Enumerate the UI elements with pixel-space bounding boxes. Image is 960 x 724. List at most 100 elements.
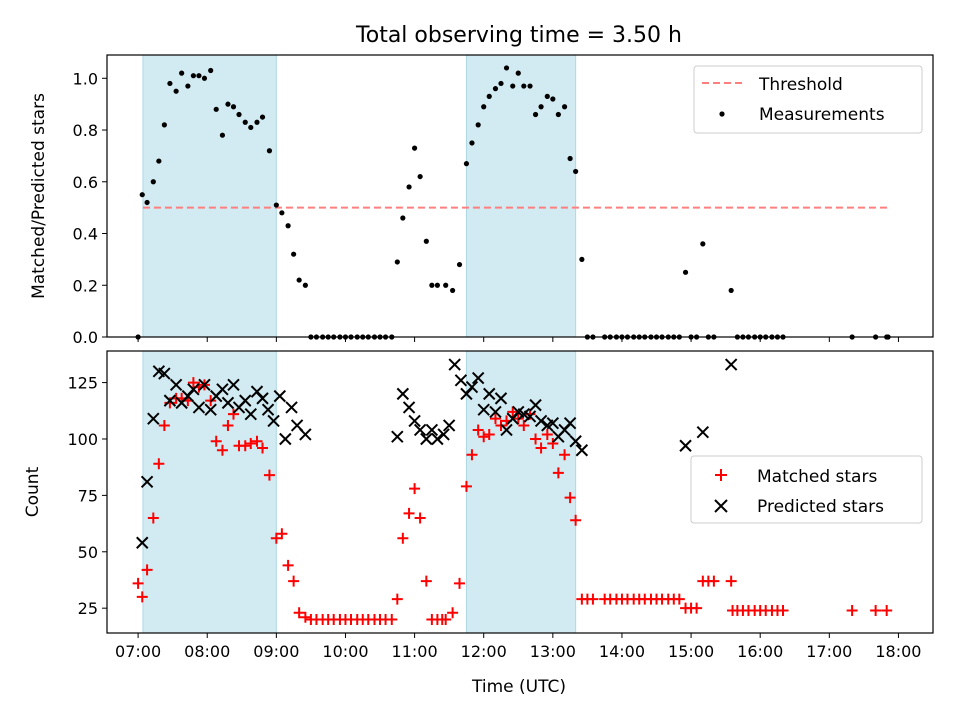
measurements-point-76: [579, 256, 585, 262]
measurements-point-20: [248, 124, 254, 131]
matched-stars-point-22: [257, 442, 269, 454]
top-y-tick-label-2: 0.4: [73, 225, 98, 244]
measurements-point-65: [515, 70, 521, 76]
matched-stars-point-26: [282, 559, 294, 571]
predicted-stars-point-22: [261, 403, 275, 416]
matched-stars-point-0: [132, 577, 144, 589]
bottom-legend: Matched stars Predicted stars: [690, 455, 923, 524]
predicted-stars-point-33: [413, 423, 427, 437]
measurements-point-24: [273, 202, 279, 208]
predicted-stars-point-5: [163, 394, 177, 407]
matched-stars-point-100: [725, 575, 737, 587]
matched-stars-point-2: [141, 564, 153, 576]
matched-stars-point-46: [397, 532, 409, 544]
measurements-point-21: [254, 119, 260, 125]
measurements-point-60: [486, 93, 492, 99]
matched-stars-point-1: [136, 591, 148, 603]
predicted-stars-point-53: [529, 398, 542, 412]
predicted-stars-point-30: [396, 387, 410, 401]
x-tick-label-1: 08:00: [184, 642, 230, 661]
matched-stars-point-47: [403, 507, 415, 519]
x-tick-label-5: 12:00: [461, 642, 507, 661]
measurements-point-10: [190, 73, 197, 79]
predicted-stars-point-26: [285, 401, 298, 414]
bottom-observing-window-1: [142, 350, 277, 634]
predicted-stars-point-0: [136, 536, 149, 549]
measurements-point-63: [503, 65, 510, 71]
matched-stars-point-62: [489, 413, 501, 425]
matched-stars-point-74: [559, 449, 571, 461]
predicted-stars-point-23: [267, 414, 280, 428]
matched-stars-point-59: [472, 424, 484, 436]
measurements-point-4: [156, 158, 162, 164]
bottom-observing-window-2: [465, 350, 577, 634]
bottom-axes-frame: [106, 350, 934, 634]
predicted-stars-point-47: [494, 392, 508, 405]
x-axis-label: Time (UTC): [471, 677, 566, 697]
matched-stars-point-28: [293, 607, 305, 619]
predicted-stars-point-18: [239, 394, 252, 407]
measurements-point-19: [242, 119, 248, 125]
measurements-point-11: [196, 73, 202, 79]
measurements-point-46: [400, 215, 406, 221]
predicted-stars-point-16: [227, 378, 240, 392]
measurements-point-50: [423, 238, 429, 244]
matched-stars-point-60: [478, 431, 490, 443]
measurements-point-61: [492, 86, 499, 92]
matched-stars-point-3: [147, 512, 159, 524]
bottom-y-tick-label-4: 125: [67, 374, 98, 393]
measurements-point-14: [213, 106, 219, 112]
top-legend-box: [693, 65, 923, 134]
predicted-stars-point-56: [546, 416, 560, 430]
matched-stars-point-44: [386, 613, 398, 625]
predicted-stars-point-42: [465, 380, 479, 394]
measurements-point-7: [173, 88, 179, 94]
legend-threshold-label: Threshold: [758, 75, 843, 95]
legend-measurements-swatch: [719, 111, 725, 117]
bottom-y-tick-label-3: 100: [67, 430, 98, 449]
predicted-stars-point-24: [273, 389, 287, 403]
measurements-point-57: [469, 140, 475, 146]
matched-stars-point-65: [507, 406, 519, 418]
predicted-stars-point-11: [198, 378, 211, 392]
top-panel: 0.0 0.2 0.4 0.6 0.8 1.0: [73, 54, 934, 347]
predicted-stars-point-37: [437, 428, 450, 441]
matched-stars-point-10: [187, 377, 199, 389]
predicted-stars-point-45: [483, 387, 496, 401]
predicted-stars-point-29: [391, 430, 404, 443]
x-tick-label-8: 15:00: [668, 642, 714, 661]
matched-stars-point-57: [460, 480, 472, 492]
matched-stars-point-48: [409, 483, 421, 495]
measurements-point-18: [236, 111, 242, 118]
matched-stars-point-75: [564, 492, 576, 504]
bottom-y-tick-label-2: 75: [78, 486, 98, 505]
measurements-point-99: [728, 287, 734, 294]
matched-stars-point-110: [777, 604, 789, 616]
predicted-stars-point-64: [724, 358, 738, 371]
predicted-stars-point-2: [147, 412, 160, 425]
x-tick-label-0: 07:00: [115, 642, 161, 661]
measurements-point-26: [285, 223, 291, 229]
matched-stars-point-17: [227, 408, 239, 420]
measurements-point-66: [521, 83, 527, 89]
predicted-stars-point-9: [187, 383, 200, 396]
measurements-point-56: [463, 161, 470, 167]
matched-stars-point-15: [216, 444, 228, 456]
measurements-point-49: [417, 173, 423, 180]
measurements-point-70: [544, 93, 550, 99]
measurements-point-6: [167, 80, 173, 87]
measurements-point-54: [450, 287, 456, 294]
x-tick-label-10: 17:00: [806, 642, 852, 661]
matched-stars-point-20: [245, 437, 257, 449]
bottom-y-tick-label-1: 50: [78, 543, 98, 562]
measurements-point-12: [201, 75, 208, 81]
top-y-axis-label: Matched/Predicted stars: [29, 93, 49, 299]
matched-stars-point-76: [570, 514, 582, 526]
predicted-stars-point-6: [169, 378, 183, 392]
top-y-tick-label-3: 0.6: [73, 173, 98, 192]
matched-stars-point-67: [518, 419, 530, 431]
top-observing-window-2: [465, 54, 577, 338]
measurements-point-48: [411, 145, 418, 151]
predicted-stars-point-21: [256, 392, 269, 405]
